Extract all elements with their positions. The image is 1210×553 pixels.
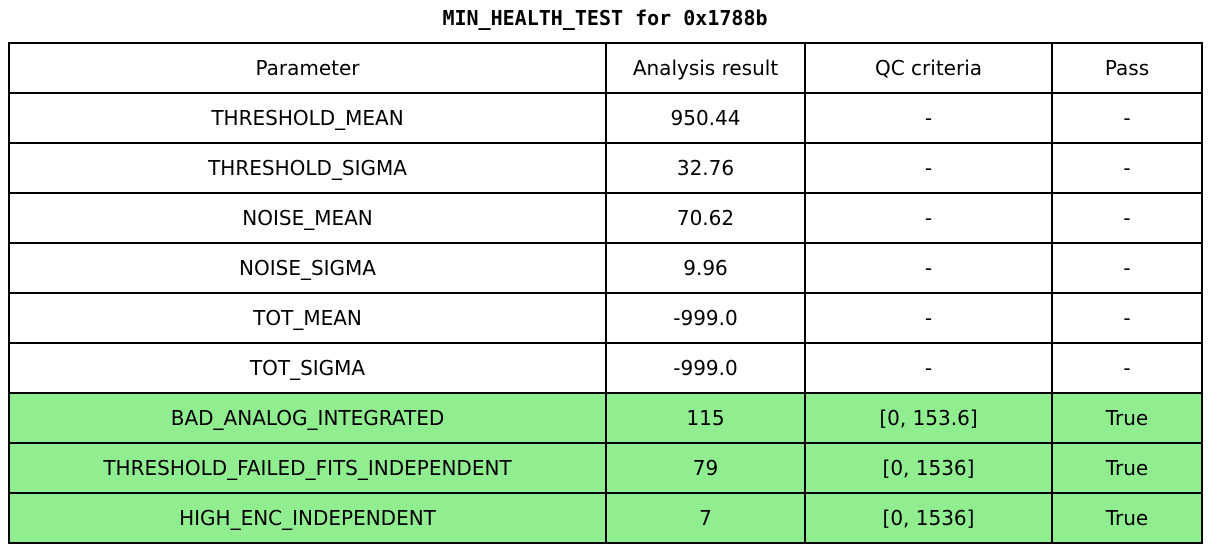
- qc-criteria-cell: [0, 1536]: [804, 492, 1053, 544]
- table-row: HIGH_ENC_INDEPENDENT 7 [0, 1536] True: [8, 492, 1203, 544]
- parameter-cell: NOISE_SIGMA: [8, 242, 607, 294]
- pass-cell: True: [1051, 442, 1203, 494]
- pass-cell: True: [1051, 392, 1203, 444]
- pass-cell: -: [1051, 92, 1203, 144]
- qc-criteria-cell: -: [804, 292, 1053, 344]
- table-header-row: Parameter Analysis result QC criteria Pa…: [8, 42, 1203, 94]
- analysis-result-cell: -999.0: [605, 292, 806, 344]
- parameter-cell: HIGH_ENC_INDEPENDENT: [8, 492, 607, 544]
- parameter-cell: THRESHOLD_FAILED_FITS_INDEPENDENT: [8, 442, 607, 494]
- analysis-result-cell: 115: [605, 392, 806, 444]
- parameter-cell: NOISE_MEAN: [8, 192, 607, 244]
- qc-criteria-cell: -: [804, 192, 1053, 244]
- table-row: BAD_ANALOG_INTEGRATED 115 [0, 153.6] Tru…: [8, 392, 1203, 444]
- qc-criteria-cell: [0, 1536]: [804, 442, 1053, 494]
- analysis-result-cell: -999.0: [605, 342, 806, 394]
- pass-cell: -: [1051, 292, 1203, 344]
- table-row: NOISE_SIGMA 9.96 - -: [8, 242, 1203, 294]
- analysis-result-cell: 9.96: [605, 242, 806, 294]
- parameter-cell: TOT_MEAN: [8, 292, 607, 344]
- qc-criteria-cell: -: [804, 242, 1053, 294]
- analysis-result-cell: 79: [605, 442, 806, 494]
- column-header-parameter: Parameter: [8, 42, 607, 94]
- table-row: THRESHOLD_MEAN 950.44 - -: [8, 92, 1203, 144]
- pass-cell: -: [1051, 342, 1203, 394]
- table-row: NOISE_MEAN 70.62 - -: [8, 192, 1203, 244]
- pass-cell: -: [1051, 242, 1203, 294]
- table-row: TOT_MEAN -999.0 - -: [8, 292, 1203, 344]
- pass-cell: -: [1051, 192, 1203, 244]
- analysis-result-cell: 950.44: [605, 92, 806, 144]
- analysis-result-cell: 32.76: [605, 142, 806, 194]
- qc-criteria-cell: -: [804, 142, 1053, 194]
- analysis-result-cell: 7: [605, 492, 806, 544]
- parameter-cell: TOT_SIGMA: [8, 342, 607, 394]
- figure-title: MIN_HEALTH_TEST for 0x1788b: [442, 6, 768, 30]
- table-row: THRESHOLD_SIGMA 32.76 - -: [8, 142, 1203, 194]
- parameter-cell: BAD_ANALOG_INTEGRATED: [8, 392, 607, 444]
- parameter-cell: THRESHOLD_SIGMA: [8, 142, 607, 194]
- qc-results-table: Parameter Analysis result QC criteria Pa…: [8, 42, 1203, 544]
- column-header-pass: Pass: [1051, 42, 1203, 94]
- qc-criteria-cell: -: [804, 342, 1053, 394]
- pass-cell: True: [1051, 492, 1203, 544]
- pass-cell: -: [1051, 142, 1203, 194]
- column-header-analysis-result: Analysis result: [605, 42, 806, 94]
- qc-criteria-cell: -: [804, 92, 1053, 144]
- column-header-qc-criteria: QC criteria: [804, 42, 1053, 94]
- qc-criteria-cell: [0, 153.6]: [804, 392, 1053, 444]
- analysis-result-cell: 70.62: [605, 192, 806, 244]
- parameter-cell: THRESHOLD_MEAN: [8, 92, 607, 144]
- table-row: THRESHOLD_FAILED_FITS_INDEPENDENT 79 [0,…: [8, 442, 1203, 494]
- table-row: TOT_SIGMA -999.0 - -: [8, 342, 1203, 394]
